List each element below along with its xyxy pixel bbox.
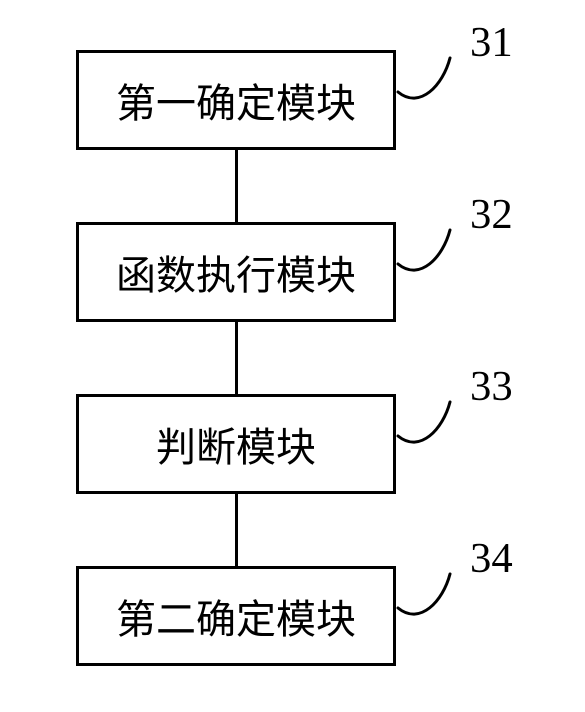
diagram-canvas: 第一确定模块函数执行模块判断模块第二确定模块31323334	[0, 0, 585, 712]
callout-n4	[0, 0, 585, 712]
